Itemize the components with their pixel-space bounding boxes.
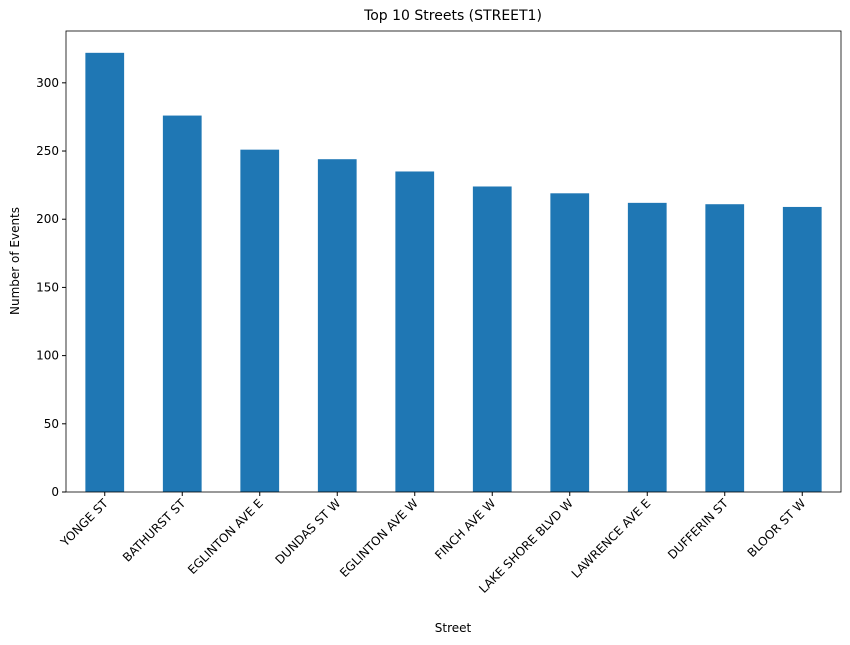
x-tick-label: EGLINTON AVE E — [185, 496, 266, 577]
x-tick-label: EGLINTON AVE W — [337, 496, 421, 580]
bar — [472, 186, 512, 492]
x-tick-label: DUNDAS ST W — [272, 496, 343, 567]
x-tick-label: DUFFERIN ST — [665, 496, 731, 562]
bar — [240, 149, 280, 492]
bar — [782, 206, 822, 492]
x-tick-label: LAWRENCE AVE E — [569, 496, 654, 581]
bar — [550, 193, 590, 492]
bar — [162, 115, 202, 492]
x-tick-label: BLOOR ST W — [745, 496, 809, 560]
y-tick-label: 50 — [44, 417, 59, 431]
chart-title: Top 10 Streets (STREET1) — [363, 8, 542, 24]
bar — [317, 159, 357, 493]
bar — [705, 204, 745, 492]
y-tick-label: 100 — [36, 349, 59, 363]
bar — [395, 171, 435, 493]
y-tick-label: 0 — [51, 485, 59, 499]
y-tick-label: 200 — [36, 212, 59, 226]
bar — [627, 202, 667, 493]
x-axis-label: Street — [435, 621, 472, 635]
x-tick-label: BATHURST ST — [120, 496, 189, 565]
plot-frame — [65, 30, 842, 493]
x-tick-label: FINCH AVE W — [432, 496, 498, 562]
bar — [85, 52, 125, 493]
x-tick-label: YONGE ST — [57, 496, 111, 550]
y-tick-label: 150 — [36, 280, 59, 294]
y-axis-label: Number of Events — [8, 207, 22, 315]
y-tick-label: 250 — [36, 144, 59, 158]
y-tick-label: 300 — [36, 76, 59, 90]
